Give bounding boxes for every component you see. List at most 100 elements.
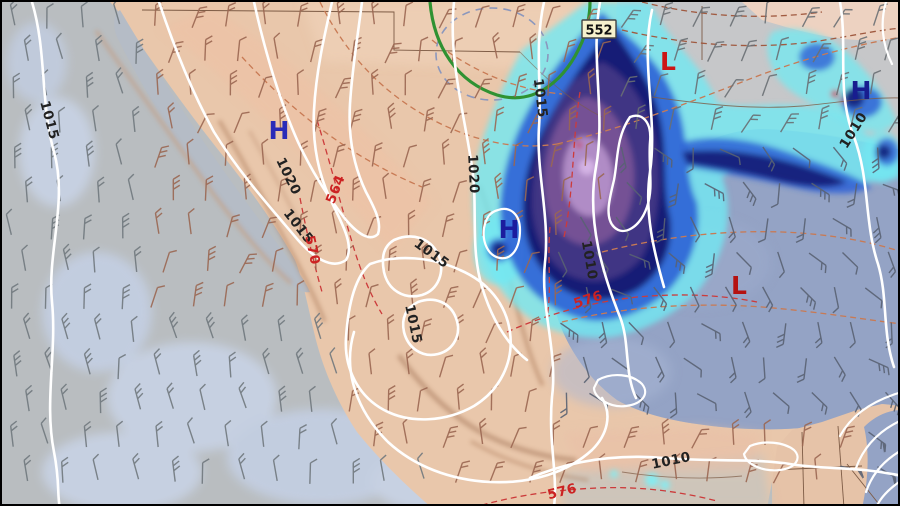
wind-barb-icon [623,425,640,448]
wind-barb-icon [154,207,163,234]
wind-barb-icon [762,286,774,313]
wind-barb-icon [653,73,669,96]
wind-barb-icon [529,316,540,342]
wind-barb-icon [655,356,665,383]
wind-barb-icon [238,381,247,409]
wind-barb-icon [724,286,737,313]
wind-barb-icon [832,286,840,314]
wind-barb-icon [704,183,725,202]
wind-barb-icon [62,243,72,271]
wind-barb-icon [371,142,383,167]
wind-barb-icon [155,420,164,448]
wind-barb-icon [278,385,287,412]
wind-barb-icon [582,356,590,384]
wind-barb-icon [22,312,31,339]
wind-barb-icon [762,146,776,172]
wind-barb-icon [805,69,817,95]
wind-barb-icon [134,383,144,410]
wind-barb-icon [187,207,195,235]
wind-barb-icon [669,392,678,419]
wind-barb-icon [117,353,127,380]
contour-label-text: 570 [301,234,323,266]
wind-barb-icon [661,418,670,445]
wind-barb-icon [382,172,390,199]
wind-barb-icon [261,138,269,165]
wind-barb-icon [330,417,338,445]
wind-barb-icon [492,32,500,59]
wind-barb-icon [24,103,33,131]
wind-barb-icon [115,67,124,94]
wind-barb-icon [191,6,208,29]
wind-barb-icon [728,356,737,384]
wind-barb-icon [764,2,775,24]
wind-barb-icon [744,391,752,419]
wind-barb-icon [332,143,346,168]
wind-barb-icon [94,34,103,62]
wind-barb-icon [887,113,898,133]
wind-barb-icon [402,144,418,168]
wind-barb-icon [811,391,828,415]
wind-barb-icon [229,69,238,96]
wind-barb-icon [598,453,606,480]
wind-barb-icon [514,73,528,98]
wind-barb-icon [629,253,651,270]
wind-barb-icon [417,36,429,62]
wind-barb-icon [201,458,210,484]
wind-barb-icon [493,106,505,132]
wind-barb-icon [154,145,170,168]
low-pressure-center: L [660,47,676,76]
wind-barb-icon [704,253,716,279]
wind-barb-icon [329,347,338,374]
wind-barb-icon [814,453,822,480]
wind-barb-icon [205,312,215,339]
wind-barb-icon [83,420,92,448]
wind-barb-icon [236,36,247,62]
wind-barb-icon [416,387,428,412]
wind-barb-icon [554,279,563,306]
wind-barb-icon [80,2,88,28]
wind-barb-icon [371,2,379,25]
wind-barb-icon [740,39,757,62]
wind-barb-icon [384,42,402,64]
wind-barb-icon [309,38,324,63]
wind-barb-icon [729,5,747,27]
wind-barb-icon [884,37,898,61]
wind-barb-icon [719,148,741,166]
wind-barb-icon [796,358,808,384]
wind-barb-icon [561,176,572,202]
wind-barb-icon [308,385,316,412]
wind-barb-icon [313,312,324,340]
wind-barb-icon [82,214,93,240]
wind-barb-icon [172,174,181,201]
wind-barb-icon [441,138,450,165]
low-pressure-center: L [731,271,747,300]
wind-barb-icon [839,425,855,448]
wind-barb-icon [192,349,202,377]
wind-barb-icon [186,138,194,165]
wind-barb-icon [12,72,21,99]
landmass-us-salmon-patch [742,2,898,41]
contour-label-text: 576 [546,480,579,503]
wind-barb-icon [438,354,454,378]
wind-barb-icon [598,321,608,349]
wind-barb-icon [121,212,130,239]
wind-barb-icon [370,68,379,95]
wind-barb-icon [127,173,135,201]
wind-barb-icon [239,253,257,274]
wind-barb-icon [849,321,856,349]
wind-barb-icon [192,281,204,307]
wind-barb-icon [437,78,456,99]
wind-barb-icon [811,182,830,203]
wind-barb-icon [701,323,722,342]
wind-barb-icon [547,70,557,96]
wind-barb-icon [887,251,897,279]
wind-barb-icon [298,424,307,450]
wind-barb-icon [224,2,237,27]
wind-barb-icon [795,218,806,244]
pressure-centers-layer: H H H L L [269,47,872,300]
wind-barb-icon [133,245,142,273]
wind-barb-icon [135,38,144,64]
wind-barb-icon [167,102,176,129]
wind-barb-icon [775,36,790,61]
wind-barb-icon [557,251,568,278]
